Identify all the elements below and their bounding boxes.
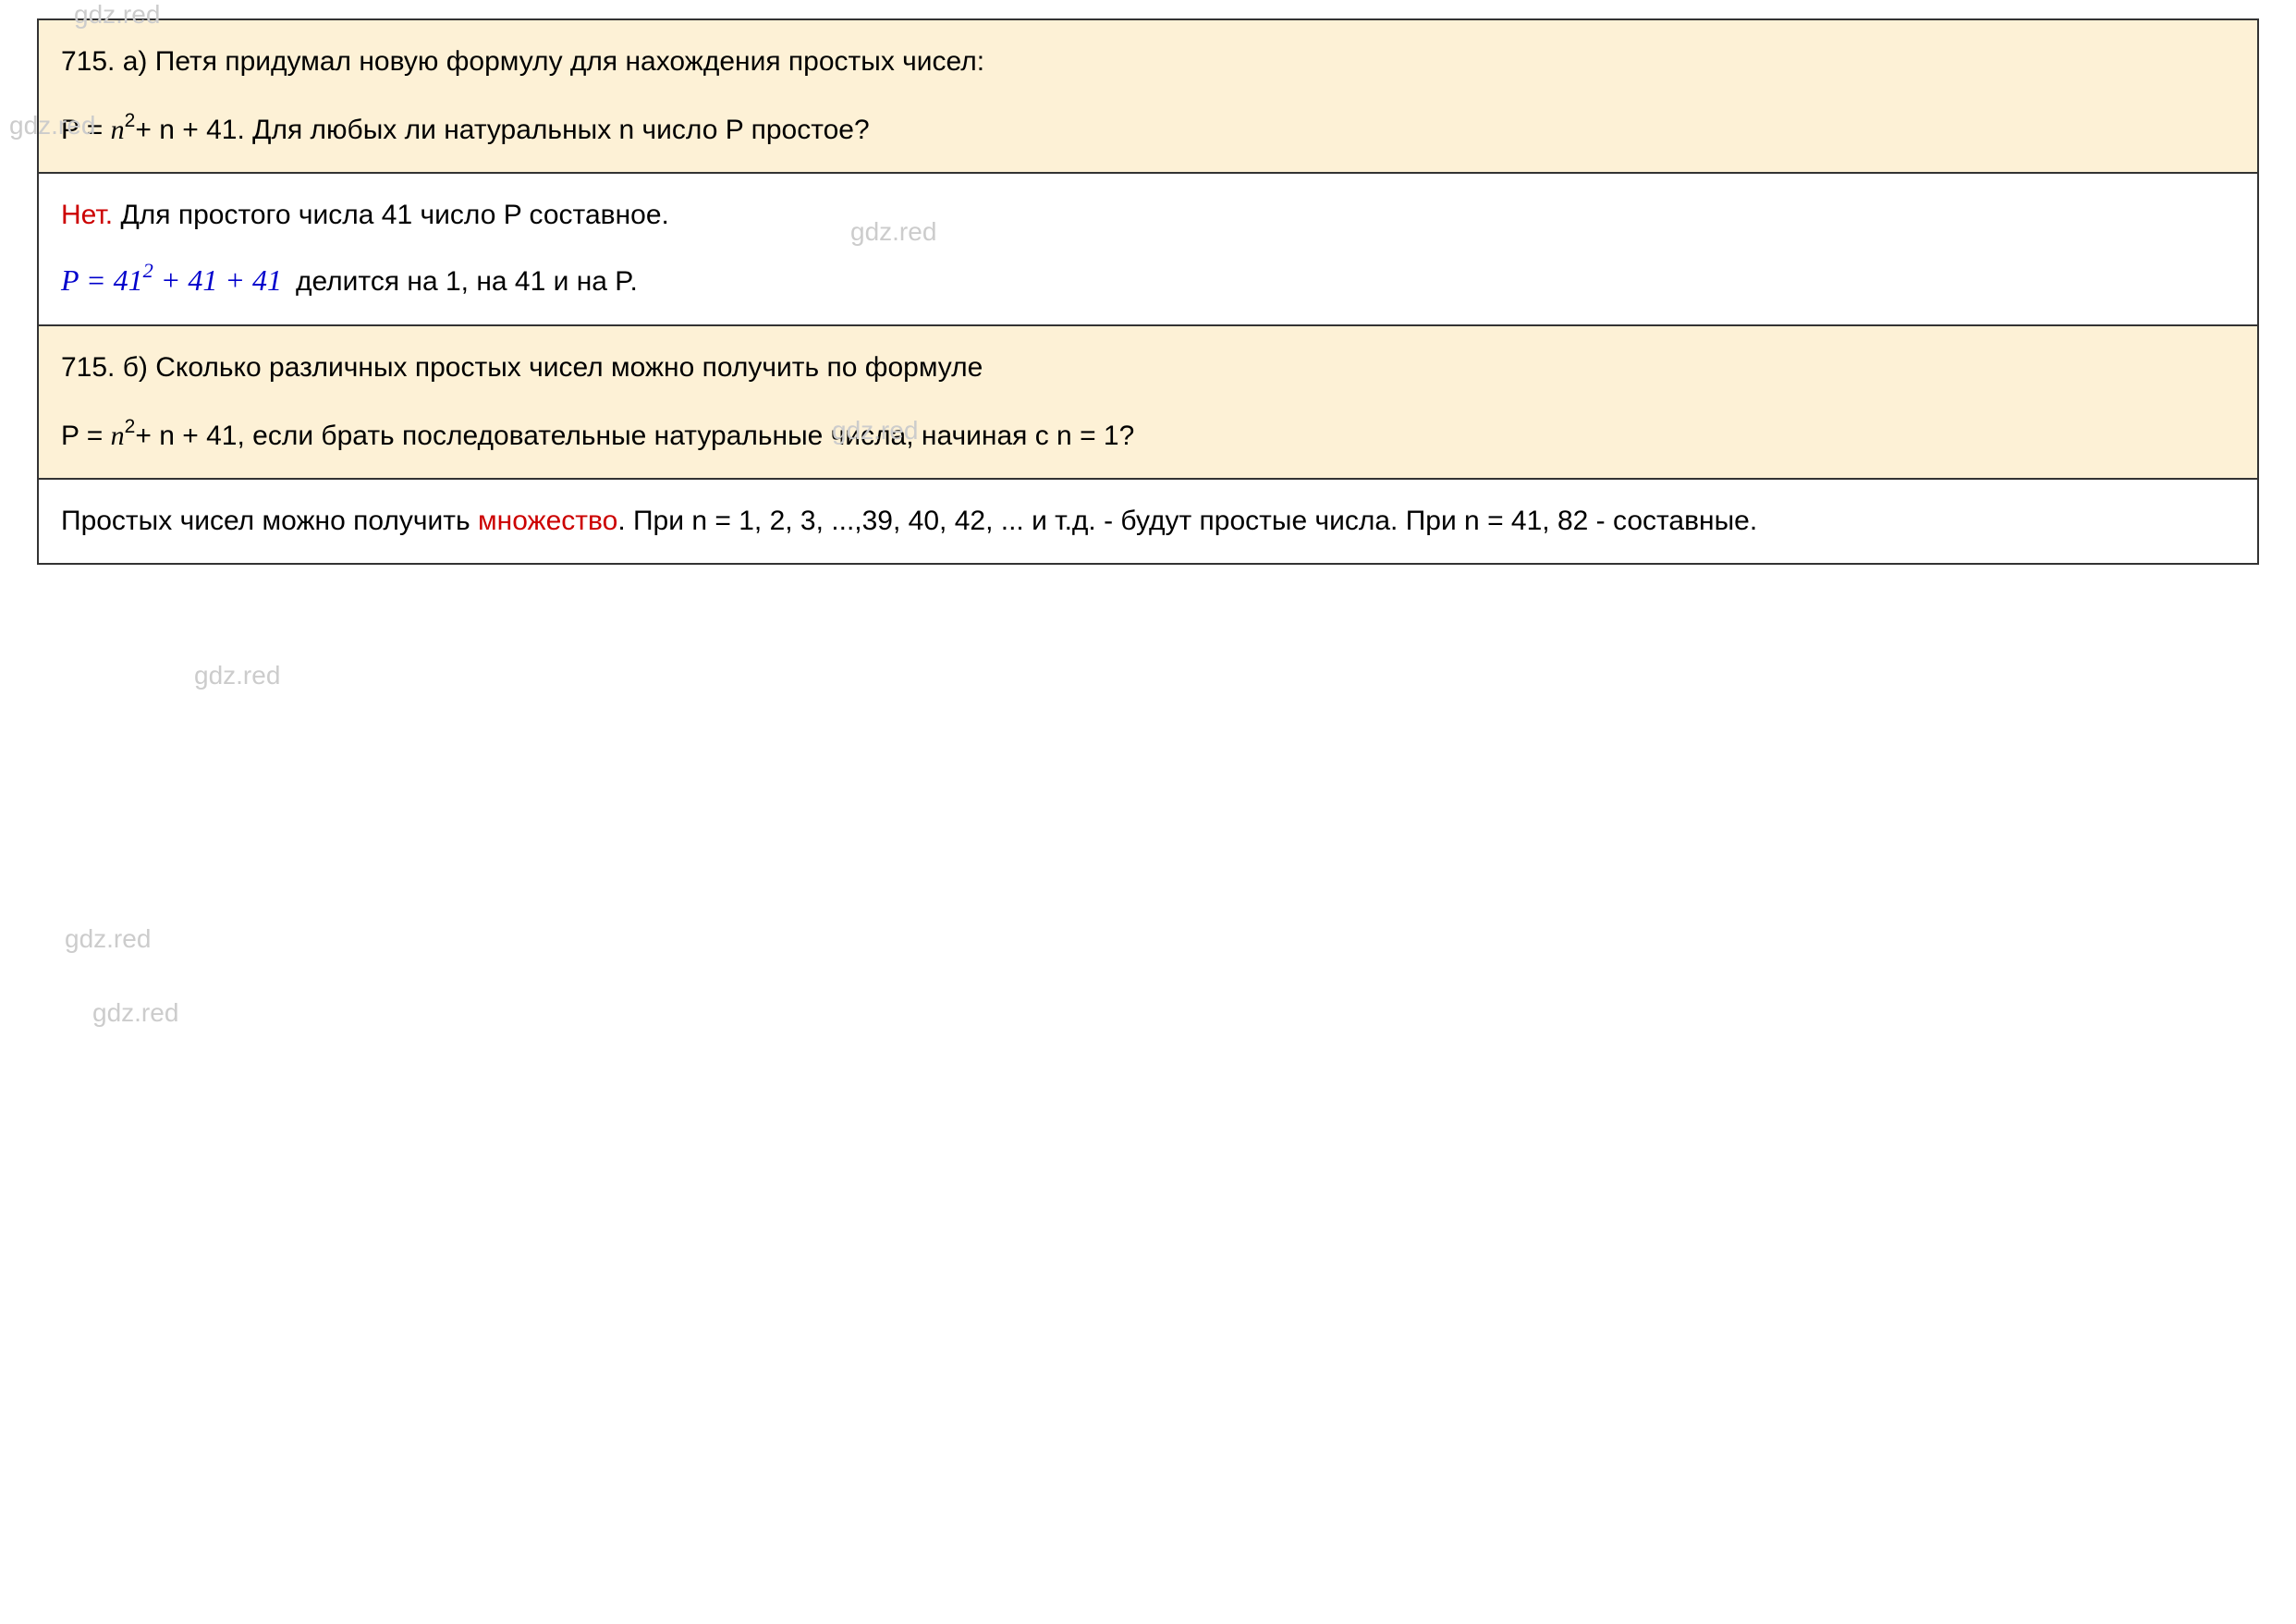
question-b-text-2: если брать последовательные натуральные … (252, 421, 1134, 451)
blue-formula-suffix: + 41 + 41 (153, 263, 282, 297)
answer-b-text2: . При n = 1, 2, 3, ...,39, 40, 42, ... и… (617, 506, 1757, 536)
formula-variable: n (111, 115, 125, 145)
answer-b-text1: Простых чисел можно получить (61, 506, 470, 536)
watermark: gdz.red (65, 924, 151, 954)
problem-number: 715. (61, 46, 115, 77)
question-b-text: Сколько различных простых чисел можно по… (155, 352, 983, 383)
formula-prefix: P = (61, 115, 111, 145)
answer-715b: Простых чисел можно получить множество. … (39, 480, 2257, 563)
formula-line-b: P = n2+ n + 41, если брать последователь… (61, 411, 2235, 461)
formula-suffix: + n + 41. (135, 115, 244, 145)
formula-b-mid: + n + 41, (135, 421, 244, 451)
answer-b-content: Простых чисел можно получить множество. … (61, 496, 2235, 546)
problem-part: а) (123, 46, 148, 77)
watermark: gdz.red (194, 661, 280, 690)
question-text-2: Для любых ли натуральных n число P прост… (252, 115, 870, 145)
problem-table: 715. а) Петя придумал новую формулу для … (37, 18, 2259, 565)
formula-b-prefix: P = (61, 421, 111, 451)
answer-text: Для простого числа 41 число P составное. (120, 200, 668, 230)
answer-715a: Нет. Для простого числа 41 число P соста… (39, 174, 2257, 326)
formula-b-exponent: 2 (125, 416, 136, 437)
question-text-line1: 715. а) Петя придумал новую формулу для … (61, 37, 2235, 87)
question-b-line1: 715. б) Сколько различных простых чисел … (61, 343, 2235, 393)
answer-keyword: Нет. (61, 200, 113, 230)
problem-part-b: б) (123, 352, 148, 383)
answer-formula-line: P = 412 + 41 + 41 делится на 1, на 41 и … (61, 254, 2235, 308)
blue-formula: P = 412 + 41 + 41 (61, 254, 282, 308)
formula-exponent: 2 (125, 110, 136, 131)
answer-text-2: делится на 1, на 41 и на P. (296, 257, 638, 307)
formula-b-variable: n (111, 421, 125, 451)
problem-number-b: 715. (61, 352, 115, 383)
answer-line1: Нет. Для простого числа 41 число P соста… (61, 190, 2235, 240)
question-715b: 715. б) Сколько различных простых чисел … (39, 326, 2257, 480)
blue-formula-exp: 2 (143, 259, 153, 282)
question-715a: 715. а) Петя придумал новую формулу для … (39, 20, 2257, 174)
answer-b-keyword: множество (478, 506, 617, 536)
watermark: gdz.red (92, 998, 178, 1028)
blue-formula-base: P = 41 (61, 263, 143, 297)
formula-line: P = n2+ n + 41. Для любых ли натуральных… (61, 105, 2235, 155)
question-text: Петя придумал новую формулу для нахожден… (155, 46, 984, 77)
